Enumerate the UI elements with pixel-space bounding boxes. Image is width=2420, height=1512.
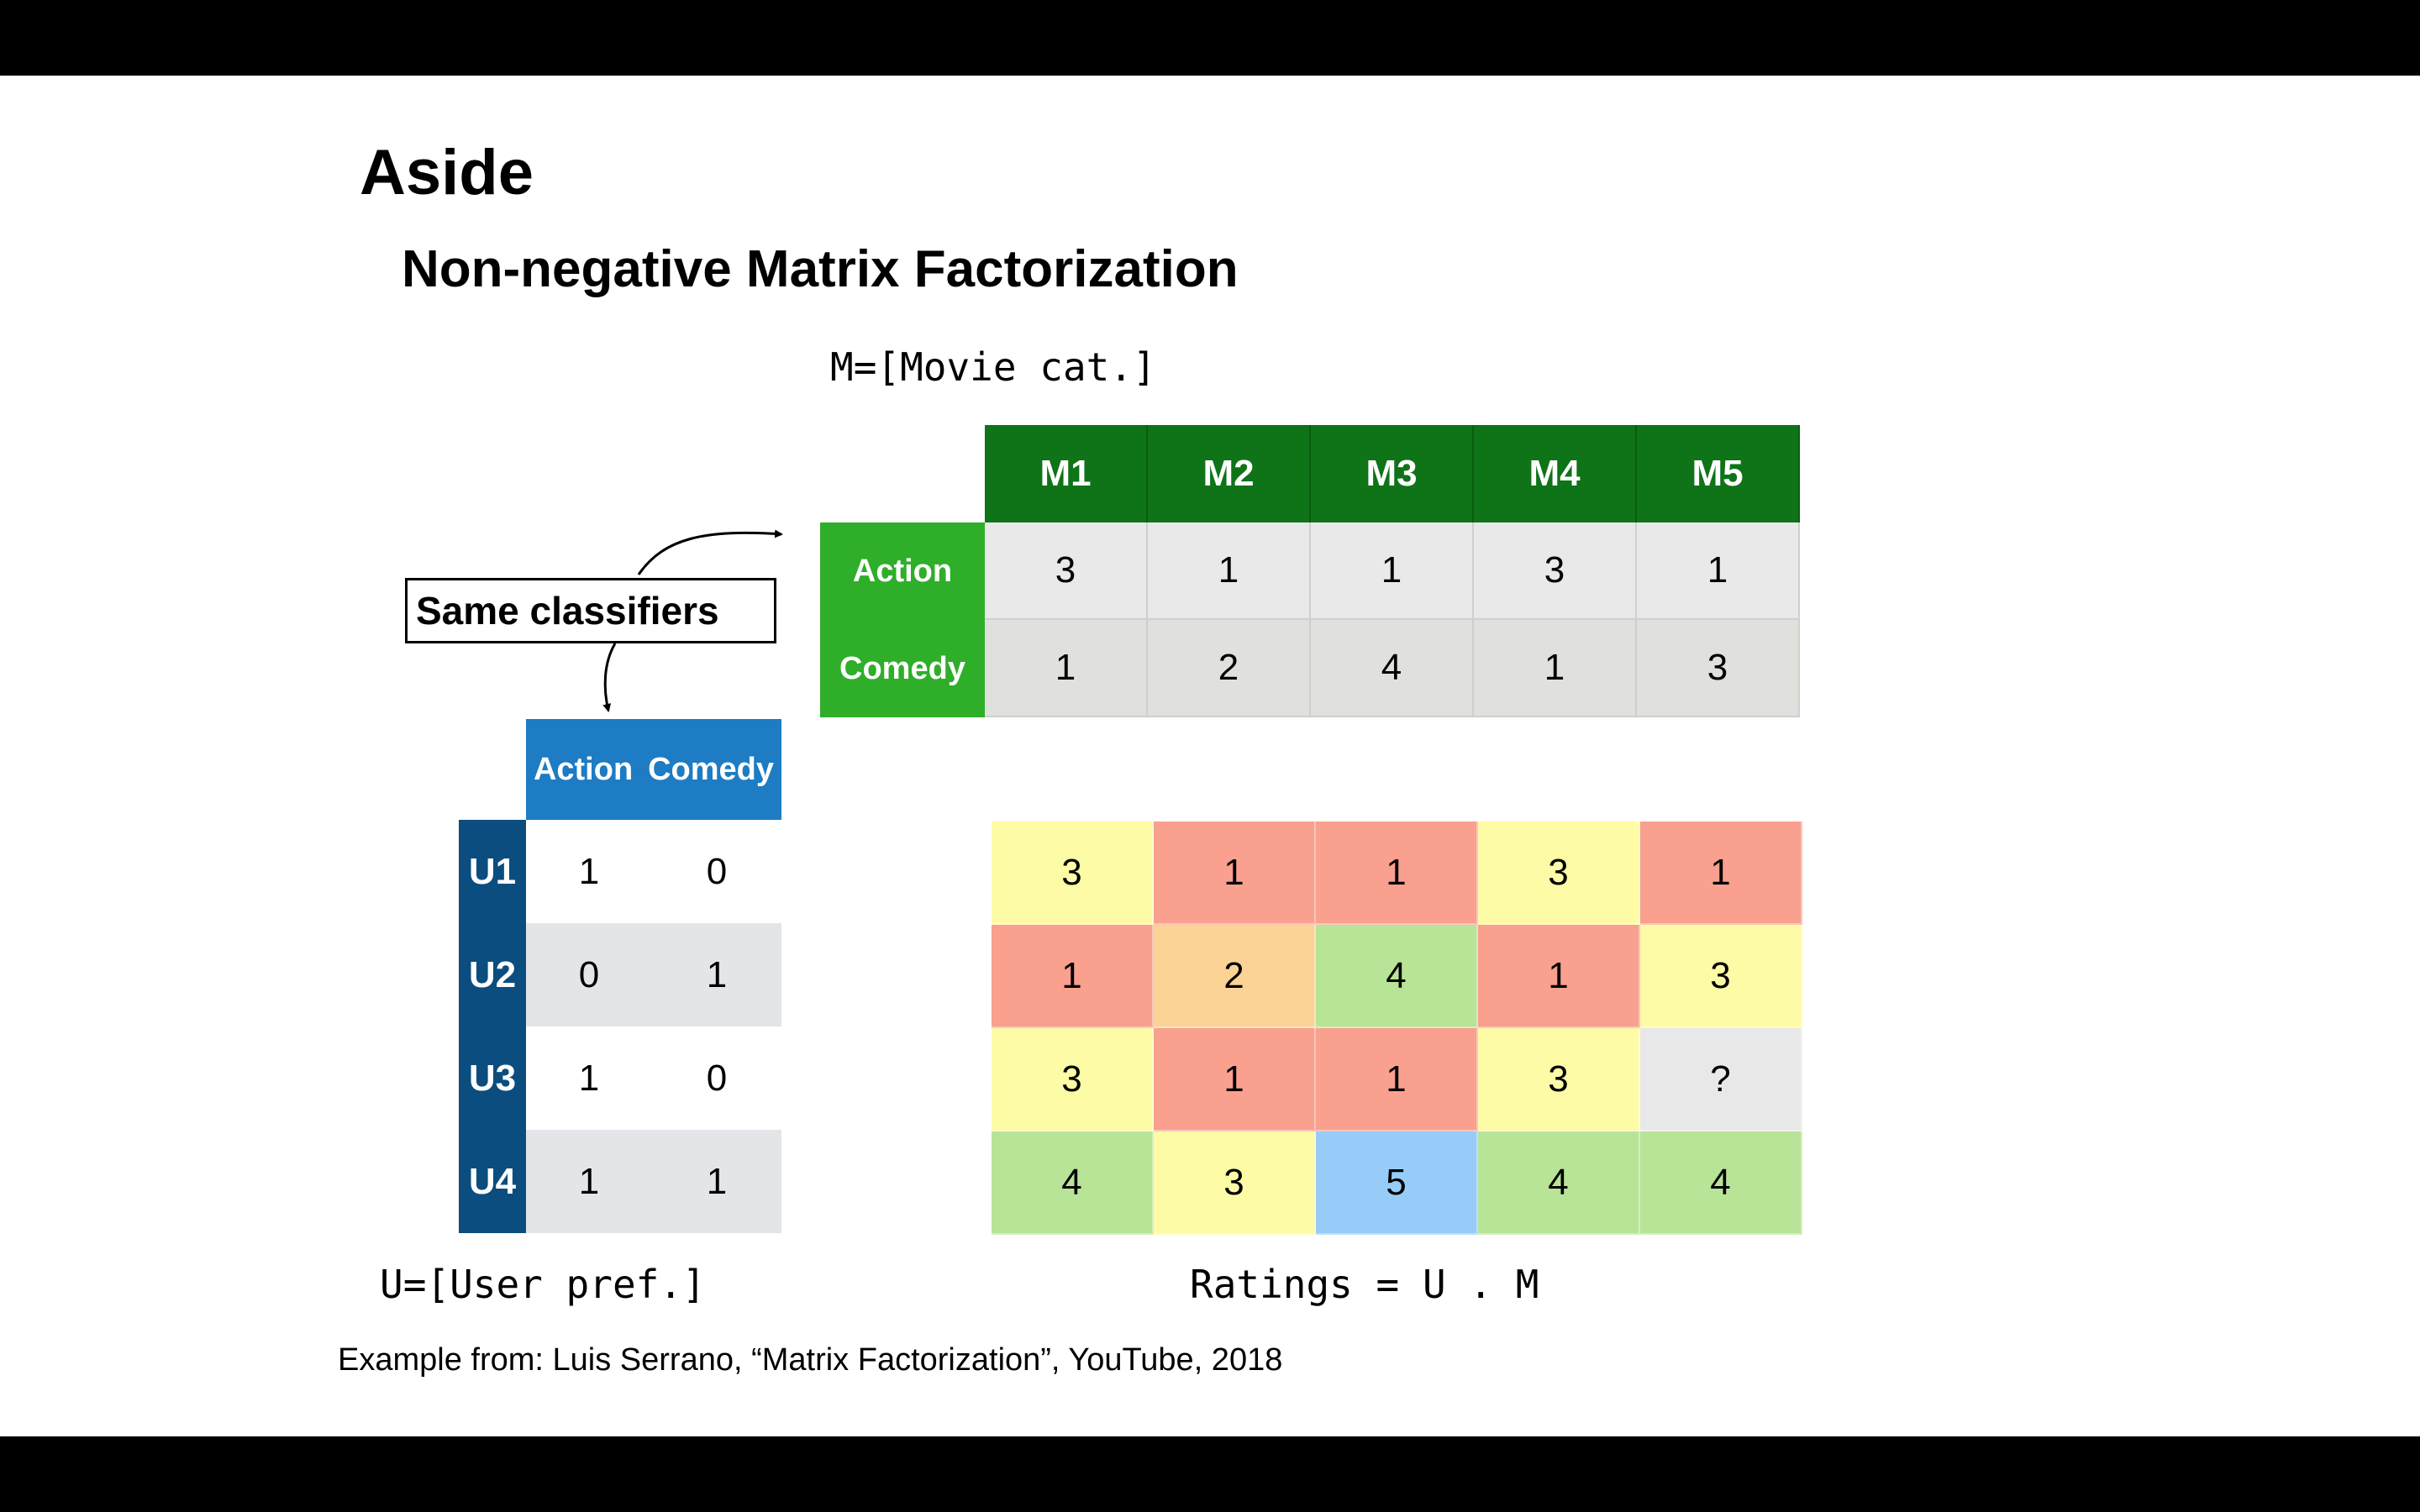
arrow-to-movie-matrix [637, 529, 783, 575]
user-matrix-cell: 1 [526, 820, 652, 923]
user-matrix-label: U=[User pref.] [380, 1262, 706, 1307]
user-matrix-cell: 0 [526, 923, 652, 1026]
movie-matrix-cell: 1 [1637, 522, 1800, 620]
rating-cell: 4 [992, 1131, 1154, 1235]
arrow-to-user-matrix [602, 643, 617, 712]
rating-cell: 5 [1316, 1131, 1478, 1235]
rating-cell: 3 [1478, 1028, 1640, 1131]
user-matrix-header: Action Comedy [526, 719, 781, 820]
slide: Aside Non-negative Matrix Factorization … [0, 76, 2420, 1436]
rating-cell: 1 [992, 925, 1154, 1028]
same-classifiers-note: Same classifiers [405, 578, 776, 643]
rating-cell: 1 [1640, 822, 1802, 925]
rating-cell: 3 [1640, 925, 1802, 1028]
user-matrix-cell: 1 [526, 1026, 652, 1130]
rating-cell: 3 [992, 822, 1154, 925]
user-row-header: U1 [459, 820, 526, 923]
slide-title: Aside [360, 137, 534, 208]
connector-arrows [602, 529, 783, 712]
rating-cell: 2 [1154, 925, 1316, 1028]
rating-cell: 3 [992, 1028, 1154, 1131]
movie-matrix-cell: 1 [1474, 620, 1637, 717]
ratings-label: Ratings = U . M [1190, 1262, 1539, 1307]
rating-cell: 1 [1478, 925, 1640, 1028]
user-matrix-cell: 1 [652, 1130, 781, 1233]
rating-cell: 4 [1316, 925, 1478, 1028]
slide-subtitle: Non-negative Matrix Factorization [402, 240, 1239, 298]
rating-cell: 1 [1316, 1028, 1478, 1131]
movie-column-header: M5 [1637, 425, 1800, 522]
citation: Example from: Luis Serrano, “Matrix Fact… [338, 1342, 1283, 1378]
movie-column-header: M4 [1474, 425, 1637, 522]
movie-column-header: M1 [985, 425, 1148, 522]
movie-matrix-cell: 1 [1311, 522, 1474, 620]
movie-row-header: Action [820, 522, 985, 620]
rating-cell: 1 [1154, 822, 1316, 925]
movie-matrix-cell: 3 [985, 522, 1148, 620]
user-row-header: U3 [459, 1026, 526, 1130]
user-matrix-cell: 1 [652, 923, 781, 1026]
movie-matrix-cell: 3 [1474, 522, 1637, 620]
movie-column-header: M2 [1148, 425, 1311, 522]
rating-cell: 1 [1154, 1028, 1316, 1131]
movie-matrix-label: M=[Movie cat.] [830, 344, 1156, 390]
user-matrix-cell: 0 [652, 1026, 781, 1130]
rating-cell: 3 [1154, 1131, 1316, 1235]
user-matrix-cell: 0 [652, 820, 781, 923]
user-column-header: Comedy [648, 751, 775, 787]
rating-cell: ? [1640, 1028, 1802, 1131]
movie-matrix-cell: 2 [1148, 620, 1311, 717]
rating-cell: 4 [1478, 1131, 1640, 1235]
rating-cell: 1 [1316, 822, 1478, 925]
movie-column-header: M3 [1311, 425, 1474, 522]
movie-matrix-cell: 1 [985, 620, 1148, 717]
user-row-header: U4 [459, 1130, 526, 1233]
user-matrix-cell: 1 [526, 1130, 652, 1233]
movie-matrix-cell: 4 [1311, 620, 1474, 717]
user-row-header: U2 [459, 923, 526, 1026]
rating-cell: 3 [1478, 822, 1640, 925]
movie-matrix-cell: 1 [1148, 522, 1311, 620]
movie-matrix-cell: 3 [1637, 620, 1800, 717]
rating-cell: 4 [1640, 1131, 1802, 1235]
movie-row-header: Comedy [820, 620, 985, 717]
user-column-header: Action [533, 751, 634, 787]
